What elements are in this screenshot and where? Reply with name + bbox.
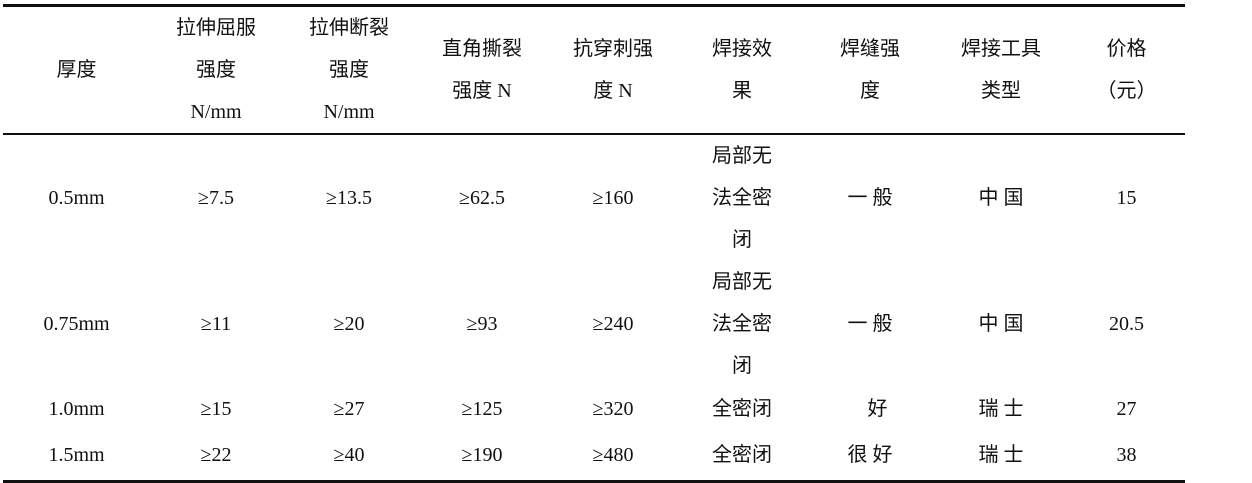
- table-row: 1.5mm ≥22 ≥40 ≥190 ≥480 全密闭 很 好 瑞 士 38: [3, 431, 1185, 481]
- spec-table: 厚度 拉伸屈服 强度 N/mm 拉伸断裂 强度 N/mm 直角撕裂 强度 N 抗穿刺强 …: [3, 4, 1185, 483]
- table-cell: ≥20: [333, 313, 365, 335]
- table-cell: ≥22: [200, 444, 232, 467]
- table-cell: 中 国: [978, 313, 1024, 335]
- table-cell: 全密闭: [712, 444, 772, 467]
- table-cell: ≥40: [333, 444, 365, 467]
- table-cell: ≥190: [461, 444, 503, 467]
- table-row: 0.75mm ≥11 ≥20 ≥93 ≥240 局部无 法全密 闭 一 般 中 国 20.5: [3, 261, 1185, 387]
- table-cell: ≥7.5: [198, 187, 234, 209]
- table-cell: 好: [852, 398, 888, 420]
- table-cell: 局部无 法全密 闭: [712, 271, 772, 377]
- header-row: 厚度 拉伸屈服 强度 N/mm 拉伸断裂 强度 N/mm 直角撕裂 强度 N 抗穿刺强 …: [3, 5, 1185, 134]
- table-cell: 0.75mm: [43, 313, 110, 335]
- table-cell: 0.5mm: [48, 187, 105, 209]
- table-cell: 一 般: [847, 313, 893, 335]
- table-cell: 局部无 法全密 闭: [712, 145, 772, 251]
- column-header: 焊接工具 类型: [961, 38, 1041, 102]
- column-header: 厚度: [56, 59, 97, 81]
- table-cell: 1.0mm: [48, 398, 105, 420]
- table-cell: 1.5mm: [48, 444, 105, 467]
- table-cell: ≥11: [200, 313, 232, 335]
- table-cell: 瑞 士: [978, 444, 1024, 467]
- table-row: 1.0mm ≥15 ≥27 ≥125 ≥320 全密闭 好 瑞 士 27: [3, 387, 1185, 431]
- table-cell: ≥27: [333, 398, 365, 420]
- table-cell: 中 国: [978, 187, 1024, 209]
- table-cell: ≥15: [200, 398, 232, 420]
- column-header: 价格 （元）: [1096, 38, 1157, 102]
- table-cell: ≥62.5: [459, 187, 505, 209]
- table-cell: 全密闭: [712, 398, 772, 420]
- column-header: 焊缝强 度: [840, 38, 900, 102]
- table-cell: ≥480: [592, 444, 634, 467]
- table-cell: ≥93: [466, 313, 498, 335]
- table-cell: 很 好: [847, 444, 893, 467]
- table-cell: 38: [1116, 444, 1137, 467]
- table-cell: 27: [1116, 398, 1137, 420]
- table-cell: ≥320: [592, 398, 634, 420]
- table-cell: ≥240: [592, 313, 634, 335]
- column-header: 拉伸屈服 强度 N/mm: [176, 17, 256, 123]
- column-header: 直角撕裂 强度 N: [442, 38, 522, 102]
- table-cell: ≥125: [461, 398, 503, 420]
- table-cell: ≥160: [592, 187, 634, 209]
- table-cell: 20.5: [1109, 313, 1144, 335]
- column-header: 焊接效 果: [712, 38, 772, 102]
- table-cell: 瑞 士: [978, 398, 1024, 420]
- column-header: 拉伸断裂 强度 N/mm: [309, 17, 389, 123]
- table-cell: 15: [1116, 187, 1137, 209]
- table-cell: 一 般: [847, 187, 893, 209]
- column-header: 抗穿刺强 度 N: [573, 38, 653, 102]
- table-cell: ≥13.5: [326, 187, 372, 209]
- table-row: 0.5mm ≥7.5 ≥13.5 ≥62.5 ≥160 局部无 法全密 闭 一 般 中 国 15: [3, 134, 1185, 261]
